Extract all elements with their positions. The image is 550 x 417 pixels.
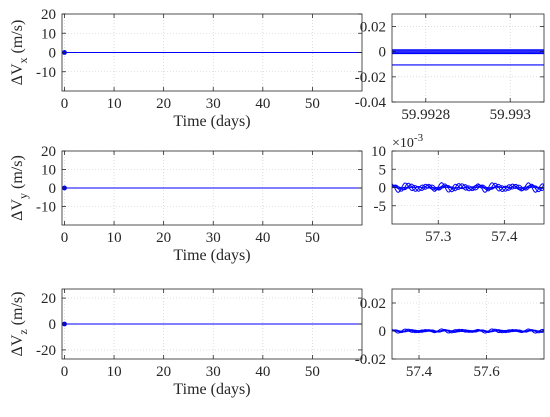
series-line <box>392 182 544 193</box>
y-axis-label: ΔVx (m/s) <box>9 20 30 86</box>
y-tick-label: 5 <box>379 162 387 178</box>
series-line <box>392 182 544 193</box>
plot-area <box>62 50 362 55</box>
series-line <box>392 328 544 334</box>
x-tick-label: 10 <box>107 96 122 112</box>
y-tick-label: -10 <box>36 200 56 216</box>
y-tick-label: -0.04 <box>355 95 387 111</box>
axes-box <box>391 13 545 103</box>
y-tick-label: 10 <box>41 26 56 42</box>
x-axis-label: Time (days) <box>173 247 250 264</box>
x-tick-label: 20 <box>156 364 171 380</box>
x-tick-label: 50 <box>305 230 320 246</box>
x-tick-label: 0 <box>61 364 69 380</box>
y-tick-label: 0.02 <box>360 296 386 312</box>
y-tick-label: 20 <box>41 144 56 160</box>
y-tick-label: 0 <box>49 317 57 333</box>
x-tick-label: 20 <box>156 230 171 246</box>
y-axis-label-subscript: x <box>16 57 30 63</box>
x-tick-label: 40 <box>255 96 270 112</box>
plot-area <box>392 182 544 193</box>
y-tick-label: 0 <box>49 181 57 197</box>
y-tick-label: 0 <box>379 324 387 340</box>
x-tick-label: 57.6 <box>473 364 500 380</box>
y-tick-label: 20 <box>41 291 56 307</box>
y-axis-label-subscript: z <box>16 329 30 334</box>
y-tick-label: 0 <box>379 45 387 61</box>
x-tick-label: 30 <box>206 230 221 246</box>
y-tick-label: -0.02 <box>355 352 386 368</box>
x-tick-label: 0 <box>61 96 69 112</box>
x-tick-label: 20 <box>156 96 171 112</box>
x-axis-label: Time (days) <box>173 381 250 398</box>
x-axis-label: Time (days) <box>173 113 250 130</box>
x-tick-label: 40 <box>255 364 270 380</box>
y-tick-label: -20 <box>36 343 56 359</box>
y-axis-label-unit: (m/s) <box>9 155 26 193</box>
chart-panel-4: 57.3 57.4 -5 0 5 10 ×10-3 <box>371 132 545 245</box>
plot-area <box>62 185 362 191</box>
y-axis-label-unit: (m/s) <box>9 292 26 330</box>
axes-box <box>391 288 545 360</box>
x-tick-label: 57.4 <box>491 229 518 245</box>
series-line <box>63 185 362 190</box>
y-axis-label-subscript: y <box>16 193 30 199</box>
x-tick-label: 50 <box>305 96 320 112</box>
y-axis-label: ΔVz (m/s) <box>9 292 30 357</box>
y-tick-label: -0.02 <box>355 70 386 86</box>
y-axis-label-main: ΔV <box>9 63 26 85</box>
axis-exponent-label: ×10-3 <box>392 132 424 151</box>
y-axis-label-main: ΔV <box>9 334 26 356</box>
y-tick-label: 0.02 <box>360 20 386 36</box>
x-tick-label: 57.4 <box>406 364 433 380</box>
y-tick-label: -10 <box>36 65 56 81</box>
chart-panel-2: 59.9928 59.993 -0.04 -0.02 0 0.02 <box>355 13 545 123</box>
x-tick-label: 10 <box>107 230 122 246</box>
y-tick-label: -5 <box>374 199 387 215</box>
plot-area <box>62 321 362 327</box>
y-tick-label: 10 <box>371 144 386 160</box>
y-axis-label: ΔVy (m/s) <box>9 155 30 221</box>
plot-area <box>392 49 544 66</box>
x-tick-label: 30 <box>206 96 221 112</box>
x-tick-label: 40 <box>255 230 270 246</box>
x-tick-label: 50 <box>305 364 320 380</box>
x-tick-label: 57.3 <box>425 229 451 245</box>
x-tick-label: 0 <box>61 230 69 246</box>
x-tick-label: 30 <box>206 364 221 380</box>
x-tick-label: 10 <box>107 364 122 380</box>
plot-area <box>392 328 544 334</box>
y-axis-label-unit: (m/s) <box>9 20 26 58</box>
y-tick-label: 10 <box>41 163 56 179</box>
y-tick-label: 20 <box>41 7 56 23</box>
y-axis-label-main: ΔV <box>9 199 26 221</box>
x-tick-label: 59.9928 <box>401 107 450 123</box>
x-tick-label: 59.993 <box>490 107 531 123</box>
chart-panel-6: 57.4 57.6 -0.02 0 0.02 <box>355 288 545 380</box>
y-tick-label: 0 <box>379 181 387 197</box>
y-tick-label: 0 <box>49 46 57 62</box>
